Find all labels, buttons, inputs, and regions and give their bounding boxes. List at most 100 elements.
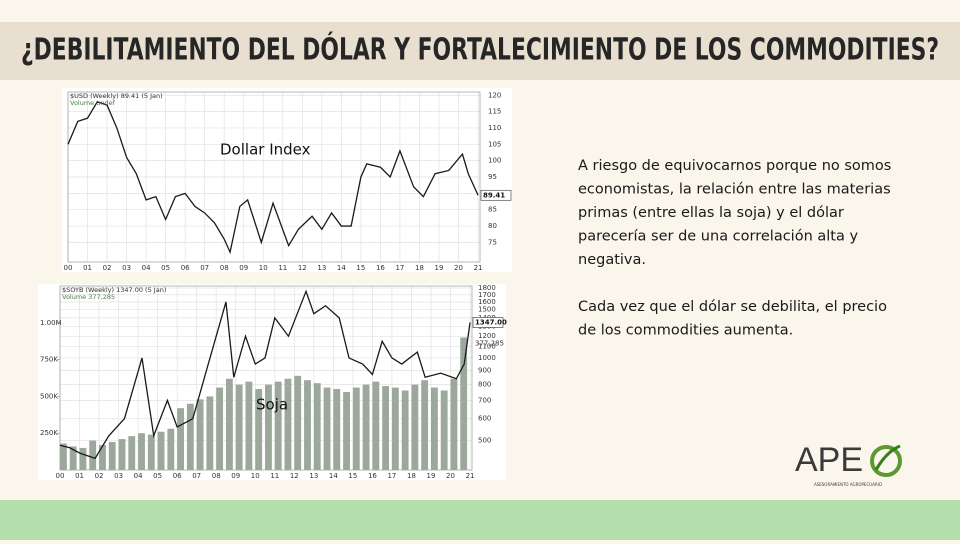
slide-title: ¿DEBILITAMIENTO DEL DÓLAR Y FORTALECIMIE… [21, 31, 939, 68]
x-tick-label: 01 [75, 472, 84, 480]
x-tick-label: 17 [395, 264, 404, 272]
last-value-box [480, 189, 512, 201]
x-tick-label: 16 [376, 264, 385, 272]
x-tick-label: 10 [251, 472, 260, 480]
x-tick-label: 12 [298, 264, 307, 272]
x-tick-label: 21 [466, 472, 475, 480]
x-tick-label: 03 [122, 264, 131, 272]
volume-bar [401, 390, 409, 470]
y-tick-label: 75 [488, 238, 497, 246]
volume-bar [421, 380, 429, 470]
volume-bar [352, 387, 360, 470]
chart-annotation: Dollar Index [220, 141, 311, 159]
volume-bar [157, 431, 165, 470]
chart-panel [62, 88, 512, 272]
volume-bar [60, 443, 67, 470]
x-tick-label: 02 [103, 264, 112, 272]
x-tick-label: 14 [337, 264, 346, 272]
paragraph-line: negativa. [578, 252, 646, 268]
logo: APE ASESORAMIENTO AGROPECUARIO [795, 441, 902, 487]
x-tick-label: 02 [95, 472, 104, 480]
y-tick-label: 1100 [478, 343, 496, 351]
volume-bar [69, 446, 77, 470]
y-tick-label: 600 [478, 415, 491, 423]
last-value-box [472, 317, 504, 328]
x-tick-label: 08 [212, 472, 221, 480]
x-tick-label: 05 [153, 472, 162, 480]
x-tick-label: 11 [270, 472, 279, 480]
volume-bar [343, 391, 350, 470]
y-tick-label: 105 [488, 140, 501, 148]
x-tick-label: 07 [192, 472, 201, 480]
footer-band [0, 500, 960, 540]
volume-bar [362, 384, 370, 470]
volume-bar [255, 389, 263, 470]
y-tick-label: 1800 [478, 284, 496, 292]
volume-bar [284, 378, 292, 470]
volume-bar [225, 378, 233, 470]
x-tick-label: 06 [181, 264, 190, 272]
x-tick-label: 20 [446, 472, 455, 480]
chart-annotation: Soja [256, 396, 288, 414]
x-tick-label: 18 [415, 264, 424, 272]
y-tick-label: 100 [488, 157, 501, 165]
x-tick-label: 20 [454, 264, 463, 272]
x-tick-label: 14 [329, 472, 338, 480]
x-tick-label: 21 [474, 264, 483, 272]
y-tick-label: 1600 [478, 298, 496, 306]
volume-bar [430, 387, 438, 470]
x-tick-label: 03 [114, 472, 123, 480]
volume-bar [177, 408, 184, 470]
volume-bar [294, 375, 302, 470]
y-tick-label: 500 [478, 436, 491, 444]
x-tick-label: 01 [83, 264, 92, 272]
y-tick-label: 80 [488, 222, 497, 230]
y-tick-label: 115 [488, 108, 501, 116]
volume-bar [382, 386, 390, 470]
x-tick-label: 04 [142, 264, 151, 272]
y-tick-label: 95 [488, 173, 497, 181]
volume-bar [99, 444, 106, 470]
x-tick-label: 19 [427, 472, 436, 480]
volume-header: Volume 377,285 [62, 293, 115, 301]
paragraph-line: A riesgo de equivocarnos porque no somos [578, 158, 891, 174]
x-tick-label: 12 [290, 472, 299, 480]
volume-header: Volume undef [70, 99, 116, 107]
volume-bar [372, 381, 380, 470]
y-tick-label: 1000 [478, 354, 496, 362]
volume-bar [274, 381, 282, 470]
volume-bar [216, 387, 224, 470]
paragraph-line: Cada vez que el dólar se debilita, el pr… [578, 299, 887, 315]
volume-bar [411, 384, 419, 470]
last-value-label: 1347.00 [475, 318, 507, 326]
x-tick-label: 07 [200, 264, 209, 272]
last-value-label: 89.41 [483, 191, 505, 199]
price-line [67, 101, 479, 255]
y2-tick-label: 500K [40, 392, 58, 400]
stock-chart: 00 01 02 03 04 05 06 07 08 09 10 11 12 13 14 15 16 17 18 19… [62, 88, 512, 272]
paragraph-line: economistas, la relación entre las mater… [578, 182, 891, 198]
y-tick-label: 800 [478, 380, 491, 388]
x-tick-label: 19 [435, 264, 444, 272]
title-bar [0, 22, 960, 80]
volume-bar [89, 440, 97, 470]
x-tick-label: 10 [259, 264, 268, 272]
chart-header: $USD (Weekly) 89.41 (5 Jan) [70, 92, 163, 100]
volume-bar [196, 399, 204, 470]
x-tick-label: 17 [387, 472, 396, 480]
plot-frame [67, 91, 481, 263]
paragraph-line: parecería ser de una correlación alta y [578, 229, 858, 245]
volume-bar [333, 389, 341, 470]
x-tick-label: 15 [356, 264, 365, 272]
volume-bar [138, 433, 145, 470]
volume-bar [108, 442, 116, 470]
logo-icon [870, 445, 902, 477]
volume-bar [186, 403, 194, 470]
volume-bar [118, 439, 126, 470]
y-tick-label: 700 [478, 396, 491, 404]
volume-bar [391, 387, 399, 470]
y-tick-label: 85 [488, 206, 497, 214]
chart-header: $SOYB (Weekly) 1347.00 (5 Jan) [62, 286, 166, 294]
